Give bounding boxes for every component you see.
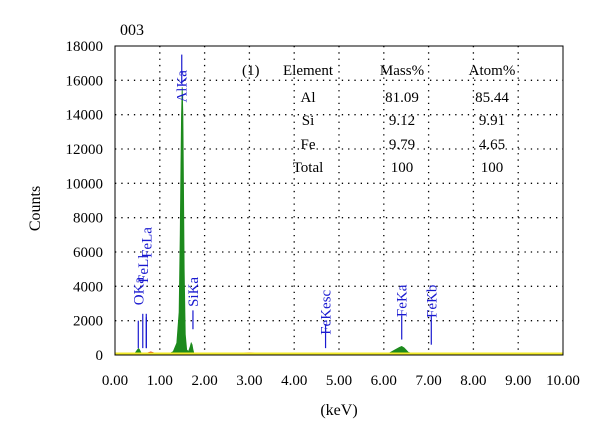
table-header: Mass%	[380, 63, 424, 79]
peak-label: OKa	[131, 277, 147, 306]
x-axis-tick-labels: 0.00 1.00 2.00 3.00 4.00 5.00 6.00 7.00 8.00 9.00…	[102, 373, 580, 389]
table-cell: 9.91	[479, 113, 505, 129]
plot-frame	[114, 45, 564, 356]
y-tick-label: 2000	[73, 314, 103, 330]
table-cell: 81.09	[385, 90, 419, 106]
peak-label: SiKa	[186, 277, 202, 307]
x-tick-label: 1.00	[147, 373, 173, 389]
y-tick-label: 8000	[73, 211, 103, 227]
y-tick-label: 10000	[66, 176, 104, 192]
x-tick-label: 6.00	[371, 373, 397, 389]
x-tick-label: 5.00	[326, 373, 352, 389]
peak-label: FeKesc	[319, 289, 335, 334]
peak-label: FeKa	[395, 284, 411, 317]
x-axis-label: (keV)	[320, 402, 357, 419]
y-tick-label: 12000	[66, 142, 104, 158]
composition-table: (1) Element Mass% Atom% Al 81.09 85.44 Si 9.12 9.…	[242, 63, 515, 176]
x-tick-label: 9.00	[505, 373, 531, 389]
y-tick-label: 18000	[66, 39, 104, 55]
table-header: Atom%	[469, 63, 516, 79]
table-cell: 9.79	[389, 137, 415, 153]
table-cell: Si	[302, 113, 315, 129]
x-tick-label: 3.00	[236, 373, 262, 389]
y-tick-label: 14000	[66, 108, 104, 124]
x-tick-label: 2.00	[191, 373, 217, 389]
table-cell: 9.12	[389, 113, 415, 129]
table-header: Element	[283, 63, 334, 79]
table-cell: 100	[481, 160, 504, 176]
table-cell: 85.44	[475, 90, 509, 106]
x-tick-label: 4.00	[281, 373, 307, 389]
y-tick-label: 16000	[66, 73, 104, 89]
table-cell: Al	[301, 90, 316, 106]
chart-title: 003	[120, 22, 144, 39]
grid-lines	[115, 46, 563, 355]
table-cell: 4.65	[479, 137, 505, 153]
y-tick-label: 6000	[73, 245, 103, 261]
x-tick-label: 0.00	[102, 373, 128, 389]
x-tick-label: 10.00	[546, 373, 580, 389]
x-tick-label: 7.00	[415, 373, 441, 389]
y-axis-tick-labels: 0 2000 4000 6000 8000 10000 12000 14000 16000 180…	[66, 39, 104, 364]
y-axis-label: Counts	[27, 186, 44, 231]
y-tick-label: 0	[96, 348, 104, 364]
table-cell: 100	[391, 160, 414, 176]
peak-label: AlKa	[175, 70, 191, 103]
peak-label: FeLa	[139, 227, 155, 258]
table-cell: Fe	[301, 137, 316, 153]
x-tick-label: 8.00	[460, 373, 486, 389]
y-tick-label: 4000	[73, 279, 103, 295]
peak-label: FeKb	[424, 285, 440, 318]
table-cell: Total	[293, 160, 324, 176]
peak-label: FeLl	[136, 255, 152, 283]
peak-markers	[137, 54, 432, 349]
table-id: (1)	[242, 63, 260, 79]
